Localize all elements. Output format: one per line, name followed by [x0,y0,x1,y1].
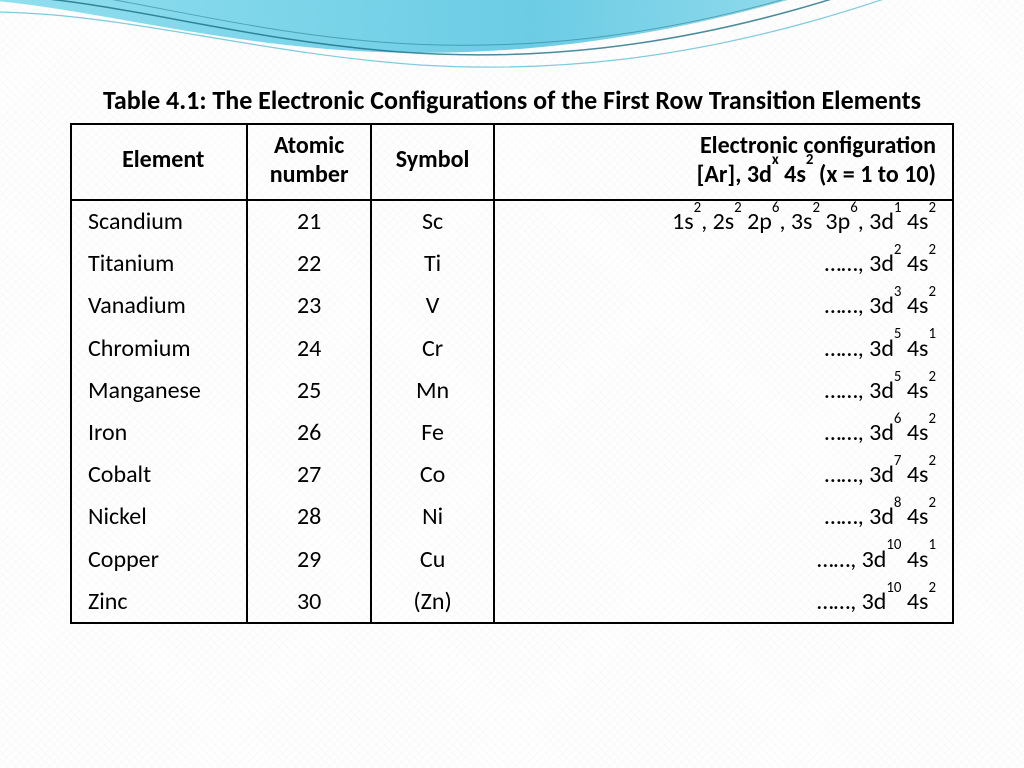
table-header-row: Element Atomic number Symbol Electronic … [71,124,953,200]
col-header-symbol: Symbol [371,124,494,200]
cell-symbol: Fe [371,411,494,453]
cell-element: Cobalt [71,454,247,496]
elements-table: Element Atomic number Symbol Electronic … [70,123,954,625]
cell-symbol: Cu [371,538,494,580]
table-row: Iron26Fe……, 3d6 4s2 [71,411,953,453]
cell-config: ……, 3d5 4s2 [494,369,953,411]
cell-element: Scandium [71,200,247,243]
cell-config: ……, 3d2 4s2 [494,243,953,285]
cell-symbol: (Zn) [371,580,494,623]
cell-config: ……, 3d3 4s2 [494,285,953,327]
table-row: Scandium21Sc1s2, 2s2 2p6, 3s2 3p6, 3d1 4… [71,200,953,243]
table-row: Manganese25Mn……, 3d5 4s2 [71,369,953,411]
cell-atomic: 24 [247,327,370,369]
cell-config: ……, 3d10 4s2 [494,580,953,623]
col-header-config: Electronic configuration [Ar], 3dx 4s2 (… [494,124,953,200]
cell-element: Iron [71,411,247,453]
cell-element: Titanium [71,243,247,285]
table-body: Scandium21Sc1s2, 2s2 2p6, 3s2 3p6, 3d1 4… [71,200,953,624]
cell-config: ……, 3d8 4s2 [494,496,953,538]
table-title: Table 4.1: The Electronic Configurations… [70,84,954,117]
col-header-atomic: Atomic number [247,124,370,200]
cell-atomic: 25 [247,369,370,411]
table-row: Chromium24Cr……, 3d5 4s1 [71,327,953,369]
cell-symbol: Ni [371,496,494,538]
cell-atomic: 21 [247,200,370,243]
table-row: Vanadium23V……, 3d3 4s2 [71,285,953,327]
cell-config: 1s2, 2s2 2p6, 3s2 3p6, 3d1 4s2 [494,200,953,243]
cell-atomic: 26 [247,411,370,453]
cell-config: ……, 3d10 4s1 [494,538,953,580]
table-row: Nickel28Ni……, 3d8 4s2 [71,496,953,538]
table-row: Zinc30(Zn)……, 3d10 4s2 [71,580,953,623]
cell-element: Chromium [71,327,247,369]
cell-config: ……, 3d7 4s2 [494,454,953,496]
col-header-element: Element [71,124,247,200]
cell-symbol: Mn [371,369,494,411]
cell-config: ……, 3d5 4s1 [494,327,953,369]
cell-element: Copper [71,538,247,580]
cell-atomic: 28 [247,496,370,538]
table-row: Copper29Cu……, 3d10 4s1 [71,538,953,580]
cell-symbol: V [371,285,494,327]
cell-symbol: Ti [371,243,494,285]
cell-atomic: 22 [247,243,370,285]
config-header-line2: [Ar], 3dx 4s2 (x = 1 to 10) [503,160,936,189]
table-row: Titanium22Ti……, 3d2 4s2 [71,243,953,285]
cell-element: Vanadium [71,285,247,327]
cell-symbol: Cr [371,327,494,369]
cell-symbol: Sc [371,200,494,243]
cell-symbol: Co [371,454,494,496]
table-row: Cobalt27Co……, 3d7 4s2 [71,454,953,496]
cell-element: Zinc [71,580,247,623]
cell-element: Manganese [71,369,247,411]
cell-atomic: 30 [247,580,370,623]
cell-atomic: 23 [247,285,370,327]
cell-element: Nickel [71,496,247,538]
cell-atomic: 29 [247,538,370,580]
config-header-line1: Electronic configuration [503,131,936,160]
slide-content: Table 4.1: The Electronic Configurations… [0,0,1024,624]
cell-config: ……, 3d6 4s2 [494,411,953,453]
cell-atomic: 27 [247,454,370,496]
